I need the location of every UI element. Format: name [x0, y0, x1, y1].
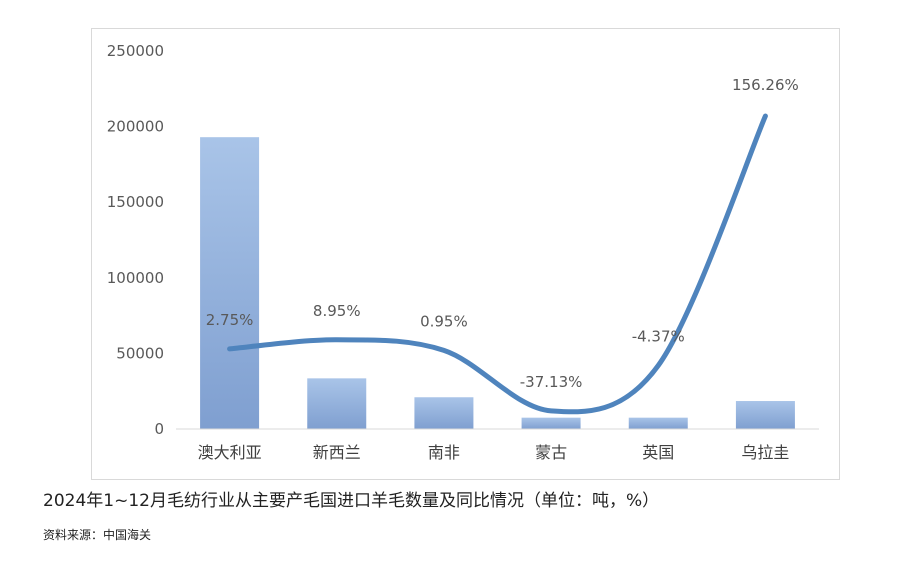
- y-tick-label: 250000: [107, 42, 164, 60]
- x-tick-label: 乌拉圭: [741, 443, 789, 462]
- x-tick-label: 澳大利亚: [198, 443, 262, 462]
- yoy-label: 2.75%: [206, 311, 254, 329]
- bars: [200, 137, 795, 429]
- yoy-label: 8.95%: [313, 302, 361, 320]
- bar-2: [414, 397, 474, 429]
- y-tick-label: 50000: [116, 344, 164, 362]
- chart-frame: 0 50000 100000 150000 200000 250000 澳大利亚 新西兰 南非…: [91, 28, 840, 480]
- yoy-labels: 2.75% 8.95% 0.95% -37.13% -4.37% 156.26%: [206, 76, 799, 391]
- combo-chart: 0 50000 100000 150000 200000 250000 澳大利亚 新西兰 南非…: [107, 42, 819, 462]
- bar-4: [628, 417, 688, 429]
- bar-1: [307, 378, 367, 429]
- y-tick-label: 150000: [107, 193, 164, 211]
- bar-3: [521, 417, 581, 429]
- source-note: 资料来源：中国海关: [43, 528, 152, 542]
- yoy-label: 156.26%: [732, 76, 799, 94]
- y-tick-label: 100000: [107, 269, 164, 287]
- y-tick-label: 200000: [107, 118, 164, 136]
- y-axis: 0 50000 100000 150000 200000 250000: [107, 42, 164, 438]
- yoy-label: -37.13%: [520, 373, 583, 391]
- x-tick-label: 南非: [428, 443, 460, 462]
- bar-0: [200, 137, 260, 429]
- x-tick-label: 英国: [642, 443, 674, 462]
- chart-caption: 2024年1~12月毛纺行业从主要产毛国进口羊毛数量及同比情况（单位：吨，%）: [43, 491, 660, 511]
- yoy-label: -4.37%: [632, 327, 685, 345]
- x-tick-label: 新西兰: [313, 443, 361, 462]
- yoy-growth-line: [227, 113, 768, 415]
- x-axis-labels: 澳大利亚 新西兰 南非 蒙古 英国 乌拉圭: [198, 443, 790, 462]
- bar-5: [735, 401, 795, 429]
- x-tick-label: 蒙古: [535, 443, 567, 462]
- yoy-label: 0.95%: [420, 312, 468, 330]
- y-tick-label: 0: [154, 420, 164, 438]
